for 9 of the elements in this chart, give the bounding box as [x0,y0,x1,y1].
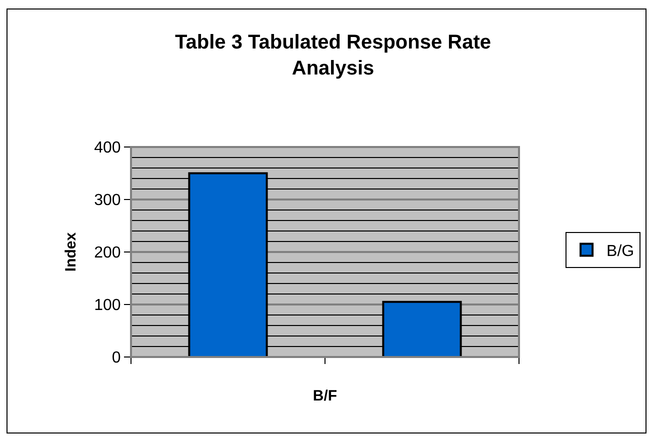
y-tick-label: 300 [94,192,121,210]
y-axis-title: Index [62,232,80,272]
legend-label: B/G [606,243,634,260]
y-tick-label: 200 [94,244,121,262]
y-tick-label: 100 [94,297,121,314]
x-axis-title: B/F [312,387,338,404]
y-tick-label: 0 [112,350,121,367]
chart-title: Table 3 Tabulated Response Rate Analysis [175,32,492,80]
y-tick-label: 400 [94,140,121,157]
